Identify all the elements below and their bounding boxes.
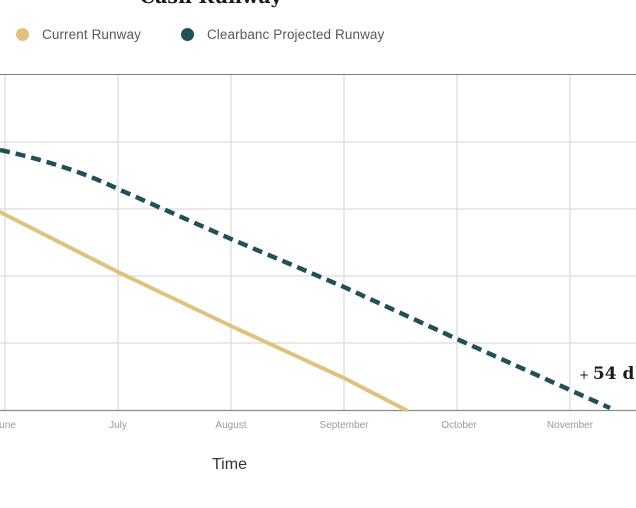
legend-dot-icon (16, 28, 29, 41)
x-tick-label: September (319, 420, 369, 431)
chart-title: Cash Runway (140, 0, 282, 8)
series-clearbanc-projected-runway (0, 147, 611, 411)
legend-dot-icon (180, 28, 194, 41)
x-tick-label: October (441, 420, 477, 431)
runway-gain-annotation: + 54 d (579, 364, 634, 384)
legend-label: Clearbanc Projected Runway (206, 27, 385, 42)
x-tick-label: August (215, 420, 247, 431)
gridlines (0, 74, 636, 410)
x-tick-label: July (109, 420, 127, 431)
chart-legend: Current Runway Clearbanc Projected Runwa… (16, 27, 424, 42)
annotation-plus: + (579, 368, 593, 382)
legend-item-current-runway: Current Runway (16, 27, 141, 42)
series-current-runway (0, 210, 408, 412)
annotation-value: 54 d (592, 364, 635, 384)
legend-label: Current Runway (42, 27, 141, 42)
x-tick-label: June (0, 420, 16, 431)
x-tick-label: November (546, 420, 594, 431)
x-axis-label: Time (212, 456, 247, 473)
legend-item-clearbanc-projected-runway: Clearbanc Projected Runway (180, 27, 385, 42)
